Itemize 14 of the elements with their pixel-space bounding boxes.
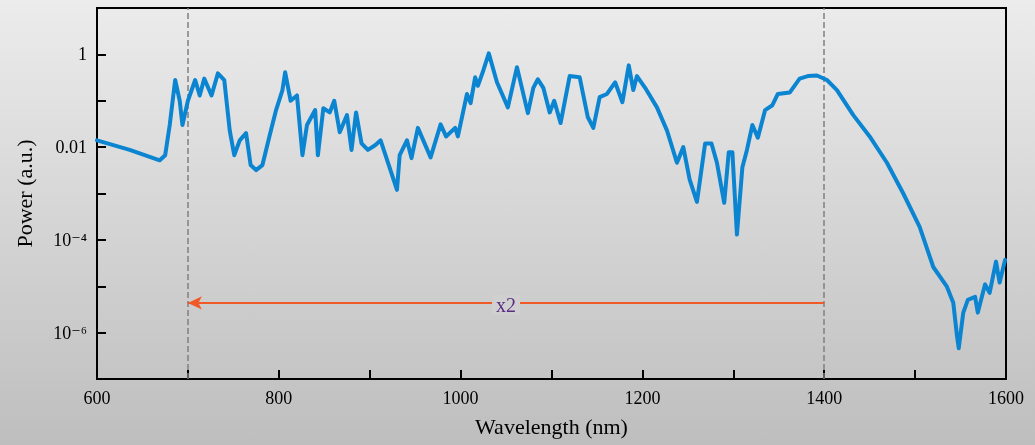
- x-tick-label: 600: [83, 388, 111, 408]
- line-series: [95, 51, 1008, 351]
- x-tick-label: 1200: [624, 388, 661, 408]
- y-tick-label: 0.01: [55, 137, 87, 158]
- x-axis-title: Wavelength (nm): [475, 413, 628, 439]
- x-tick-label: 1400: [806, 388, 843, 408]
- y-axis-title: Power (a.u.): [11, 139, 37, 248]
- x-tick-label: 1600: [988, 388, 1024, 408]
- y-tick-label: 10⁻⁴: [53, 229, 87, 250]
- y-tick-label: 10⁻⁶: [53, 322, 87, 343]
- y-tick-label: 1: [78, 44, 87, 65]
- x-tick-label: 800: [265, 388, 293, 408]
- x-tick-label: 1000: [442, 388, 479, 408]
- annotation: x2: [496, 293, 517, 316]
